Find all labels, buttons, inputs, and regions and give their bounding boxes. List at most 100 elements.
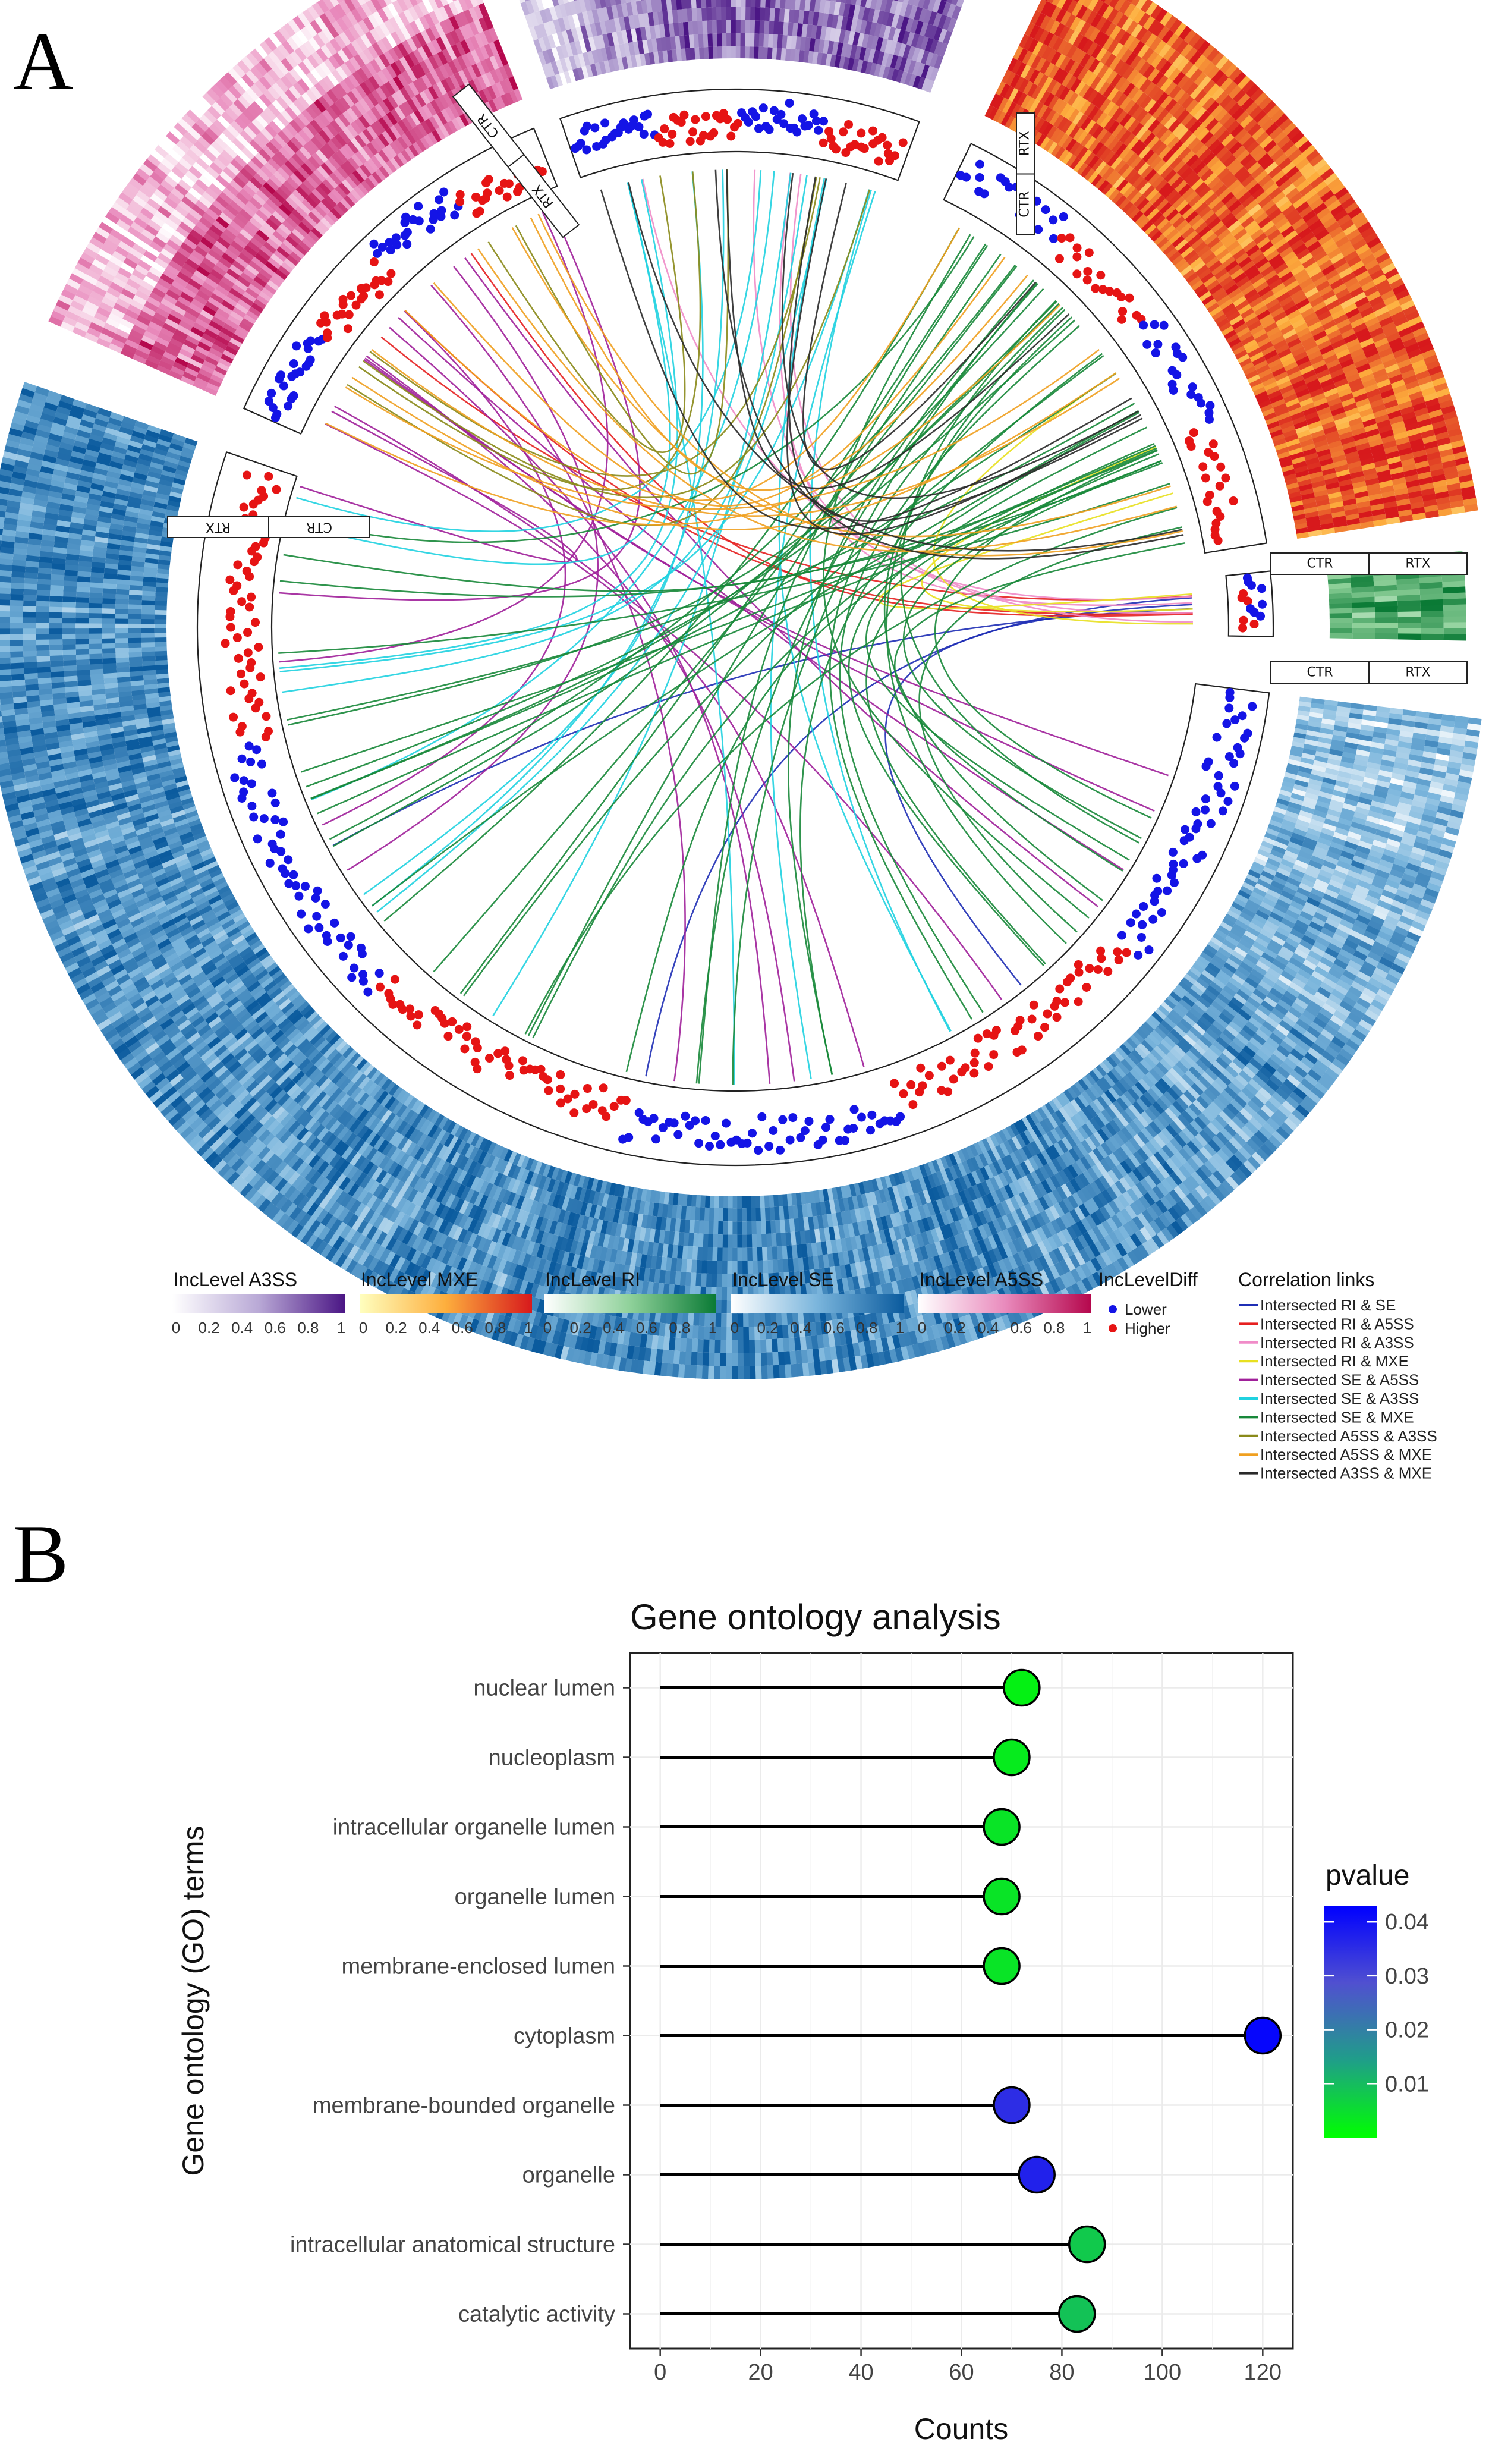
colorbar-gradient bbox=[1324, 1906, 1377, 2138]
scatter-dots-se bbox=[221, 470, 1257, 1155]
legend-tick: 0.6 bbox=[452, 1319, 473, 1337]
legend-diff-dot bbox=[1109, 1324, 1117, 1332]
x-tick-label: 0 bbox=[654, 2360, 666, 2385]
heatmap-ring bbox=[0, 0, 1482, 1379]
colorbar-tick-label: 0.03 bbox=[1385, 1964, 1429, 1989]
legend-gradient bbox=[360, 1294, 532, 1313]
legend-tick: 0 bbox=[918, 1319, 926, 1337]
legend-diff-dot bbox=[1109, 1305, 1117, 1313]
legend-scale-3: IncLevel SE 0 0.2 0.4 0.6 0.8 1 bbox=[731, 1269, 904, 1337]
links-9 bbox=[600, 169, 1184, 560]
lollipop-1 bbox=[660, 1738, 1031, 1777]
lollipop-9 bbox=[660, 2295, 1096, 2333]
legend-tick: 0 bbox=[731, 1319, 739, 1337]
label-ctr: CTR bbox=[1307, 665, 1333, 680]
label-ctr: CTR bbox=[306, 520, 332, 535]
panel-b-letter: B bbox=[13, 1508, 68, 1600]
legend-scale-1: IncLevel MXE 0 0.2 0.4 0.6 0.8 1 bbox=[359, 1269, 533, 1337]
lollipop-point bbox=[1003, 1668, 1041, 1707]
legend-tick: 0.6 bbox=[823, 1319, 845, 1337]
legend-tick: 0.6 bbox=[265, 1319, 286, 1337]
heatmap-mxe bbox=[984, 0, 1478, 539]
legend-link-label: Intersected SE & A5SS bbox=[1260, 1371, 1419, 1389]
lollipop-6 bbox=[660, 2086, 1031, 2124]
legend-tick: 0.2 bbox=[945, 1319, 966, 1337]
lollipop-point bbox=[993, 1738, 1031, 1777]
pvalue-colorbar: pvalue 0.01 0.02 0.03 0.04 bbox=[1324, 1860, 1429, 2138]
legend-tick: 0.4 bbox=[418, 1319, 440, 1337]
scatter-frame-se bbox=[196, 451, 1270, 1167]
lollipop-point bbox=[983, 1808, 1021, 1846]
legend-tick: 0.4 bbox=[977, 1319, 999, 1337]
x-axis-ticks: 0 20 40 60 80 100 120 bbox=[654, 2349, 1282, 2385]
x-tick-label: 120 bbox=[1244, 2360, 1282, 2385]
lollipop-point bbox=[1018, 2155, 1056, 2194]
legend-link-label: Intersected RI & A5SS bbox=[1260, 1315, 1414, 1332]
legend-tick: 1 bbox=[709, 1319, 717, 1337]
legend-diff-label: Higher bbox=[1125, 1319, 1170, 1337]
legend-link-label: Intersected SE & A3SS bbox=[1260, 1390, 1419, 1407]
legend-diff-label: Lower bbox=[1125, 1300, 1167, 1318]
y-category-label: organelle bbox=[522, 2163, 615, 2188]
legend-tick: 0.2 bbox=[386, 1319, 407, 1337]
go-chart-title: Gene ontology analysis bbox=[630, 1597, 1001, 1637]
legend-link-label: Intersected RI & A3SS bbox=[1260, 1334, 1414, 1352]
x-tick-label: 60 bbox=[949, 2360, 974, 2385]
label-rtx: RTX bbox=[206, 520, 231, 535]
links-2 bbox=[641, 169, 1193, 623]
colorbar-tick-label: 0.01 bbox=[1385, 2072, 1429, 2097]
go-lollipop-chart: 0 20 40 60 80 100 120 nuclear lumen nucleoplasm… bbox=[290, 1652, 1294, 2385]
colorbar-tick-label: 0.04 bbox=[1385, 1910, 1429, 1935]
legend-tick: 0 bbox=[359, 1319, 367, 1337]
x-tick-label: 100 bbox=[1144, 2360, 1181, 2385]
legend-tick: 0.2 bbox=[570, 1319, 591, 1337]
x-tick-label: 80 bbox=[1049, 2360, 1074, 2385]
y-axis-categories: nuclear lumen nucleoplasm intracellular or… bbox=[290, 1676, 630, 2327]
y-category-label: intracellular organelle lumen bbox=[333, 1815, 615, 1840]
legend-link-label: Intersected RI & SE bbox=[1260, 1296, 1396, 1314]
y-category-label: membrane-enclosed lumen bbox=[342, 1954, 615, 1979]
lollipop-7 bbox=[660, 2155, 1056, 2194]
colorbar-tick-label: 0.02 bbox=[1385, 2018, 1429, 2043]
y-axis-label: Gene ontology (GO) terms bbox=[177, 1825, 210, 2176]
legend-gradient bbox=[918, 1294, 1091, 1313]
lollipop-3 bbox=[660, 1877, 1021, 1916]
lollipop-8 bbox=[660, 2225, 1106, 2264]
y-category-label: nucleoplasm bbox=[489, 1746, 615, 1771]
scatter-dots-ri bbox=[1237, 573, 1267, 633]
legend-tick: 0.6 bbox=[636, 1319, 657, 1337]
legend-tick: 0.8 bbox=[669, 1319, 690, 1337]
legend-tick: 0.8 bbox=[297, 1319, 319, 1337]
y-category-label: catalytic activity bbox=[458, 2302, 615, 2327]
links-6 bbox=[278, 227, 1186, 1085]
label-box-se: CTR RTX bbox=[167, 516, 370, 538]
label-box-mxe: CTR RTX bbox=[1270, 552, 1468, 575]
legend-link-label: Intersected SE & MXE bbox=[1260, 1408, 1414, 1426]
lollipop-point bbox=[983, 1947, 1021, 1985]
label-ctr: CTR bbox=[1017, 191, 1032, 218]
correlation-links bbox=[278, 169, 1193, 1086]
colorbar-ticks: 0.01 0.02 0.03 0.04 bbox=[1324, 1910, 1429, 2097]
legend-tick: 0.8 bbox=[484, 1319, 506, 1337]
legend-link-label: Intersected A5SS & MXE bbox=[1260, 1445, 1432, 1463]
links-8 bbox=[325, 213, 1183, 557]
legend-tick: 0.8 bbox=[856, 1319, 877, 1337]
x-axis-label: Counts bbox=[914, 2412, 1008, 2446]
legend-tick: 0.2 bbox=[199, 1319, 220, 1337]
legend-scale-0: IncLevel A3SS 0 0.2 0.4 0.6 0.8 1 bbox=[172, 1269, 345, 1337]
label-box-a3ss: CTR RTX bbox=[1016, 112, 1035, 235]
legend-link-label: Intersected A5SS & A3SS bbox=[1260, 1427, 1437, 1445]
legend-scale-2: IncLevel RI 0 0.2 0.4 0.6 0.8 1 bbox=[543, 1269, 717, 1337]
label-rtx: RTX bbox=[1405, 665, 1430, 680]
scatter-frame-mxe bbox=[943, 143, 1268, 554]
scatter-dots-a3ss bbox=[571, 98, 908, 166]
legend-tick: 1 bbox=[896, 1319, 904, 1337]
scatter-frame-a5ss bbox=[243, 127, 558, 435]
panel-a-letter: A bbox=[13, 15, 73, 108]
legend-scale-title: IncLevel A3SS bbox=[174, 1269, 297, 1290]
heatmap-se bbox=[0, 382, 1482, 1379]
legend-tick: 1 bbox=[1083, 1319, 1091, 1337]
